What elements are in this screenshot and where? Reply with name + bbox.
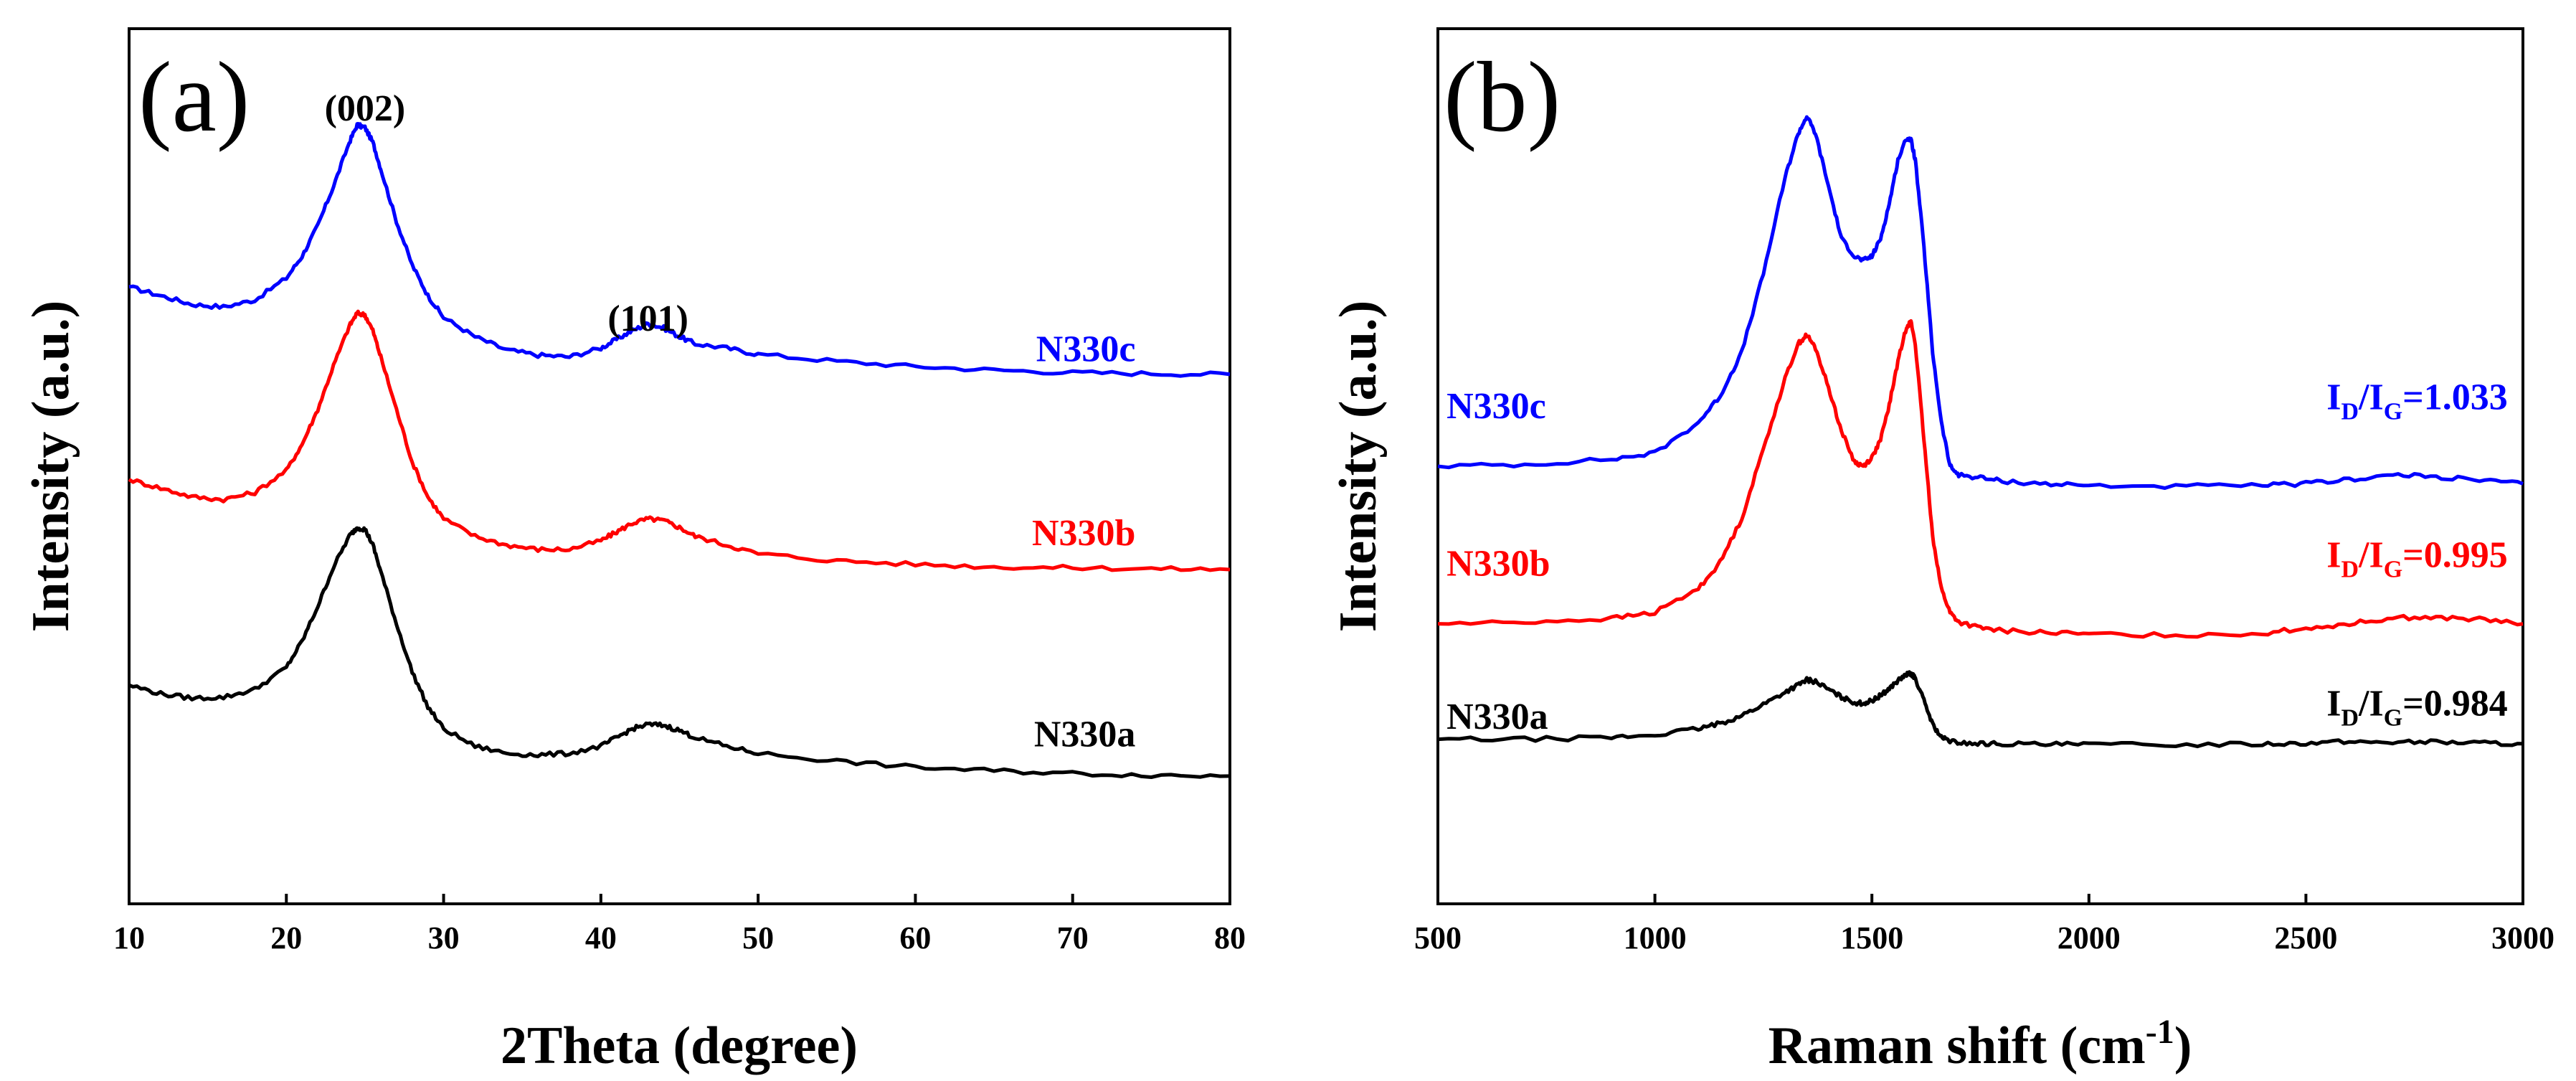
panel-a-x-ticks: 10 20 30 40 50 60 70 80	[113, 894, 1246, 955]
ratio-label-N330b: ID/IG=0.995	[2326, 534, 2508, 582]
panel-a-labels: N330c N330b N330a (002) (101)	[325, 88, 1136, 755]
legend-label-N330a: N330a	[1034, 714, 1136, 755]
peak-annotation-1: (101)	[607, 298, 688, 339]
x-tick-label: 40	[585, 920, 617, 955]
series-line-N330a	[128, 526, 1231, 779]
panel-a-y-axis-title: Intensity (a.u.)	[22, 301, 80, 633]
x-tick-label: 500	[1414, 920, 1462, 955]
panel-b-x-axis-title-sup: -1	[2146, 1013, 2174, 1051]
x-tick-label: 80	[1214, 920, 1246, 955]
series-line-N330b	[128, 309, 1231, 572]
legend-label-N330c: N330c	[1036, 329, 1136, 370]
peak-annotation-0: (002)	[325, 88, 406, 129]
x-tick-label: 1500	[1840, 920, 1903, 955]
panel-a-chart: 10 20 30 40 50 60 70 80 N330c N330b N330a (002) (10…	[22, 27, 1246, 1075]
x-tick-label: 1000	[1624, 920, 1687, 955]
series-line-N330a	[1437, 670, 2524, 749]
legend-label-N330a: N330a	[1446, 697, 1548, 737]
legend-label-N330b: N330b	[1032, 513, 1135, 554]
panel-a-label: (a)	[138, 42, 250, 153]
x-tick-label: 2000	[2058, 920, 2121, 955]
x-tick-label: 30	[428, 920, 460, 955]
legend-label-N330b: N330b	[1446, 544, 1550, 585]
series-line-N330b	[1437, 318, 2524, 639]
legend-label-N330c: N330c	[1446, 386, 1546, 427]
panel-b-x-axis-title-text: Raman shift (cm	[1768, 1016, 2146, 1075]
panel-b-series	[1437, 115, 2524, 749]
panel-a-frame	[128, 27, 1231, 905]
panel-b-label: (b)	[1444, 42, 1561, 153]
panel-b-y-axis-title: Intensity (a.u.)	[1329, 301, 1388, 633]
panel-b-x-axis-title-close: )	[2174, 1016, 2192, 1075]
series-line-N330c	[1437, 115, 2524, 490]
ratio-label-N330a: ID/IG=0.984	[2326, 684, 2508, 732]
panel-b-x-axis-title: Raman shift (cm-1)	[1768, 1013, 2192, 1075]
panel-a-x-axis-title: 2Theta (degree)	[501, 1016, 858, 1075]
series-line-N330c	[128, 122, 1231, 378]
x-tick-label: 10	[113, 920, 145, 955]
x-tick-label: 2500	[2274, 920, 2337, 955]
panel-a-series	[128, 122, 1231, 779]
x-tick-label: 20	[270, 920, 302, 955]
x-tick-label: 70	[1057, 920, 1089, 955]
ratio-label-N330c: ID/IG=1.033	[2326, 377, 2508, 425]
panel-b-chart: 500 1000 1500 2000 2500 3000 N330c ID/IG=1.033…	[1329, 27, 2554, 1075]
x-tick-label: 50	[742, 920, 774, 955]
x-tick-label: 60	[899, 920, 931, 955]
panel-b-labels: N330c ID/IG=1.033 N330b ID/IG=0.995 N330a ID/…	[1446, 377, 2508, 737]
panel-b-x-ticks: 500 1000 1500 2000 2500 3000	[1414, 894, 2554, 955]
panel-b-frame	[1436, 27, 2524, 905]
x-tick-label: 3000	[2491, 920, 2554, 955]
